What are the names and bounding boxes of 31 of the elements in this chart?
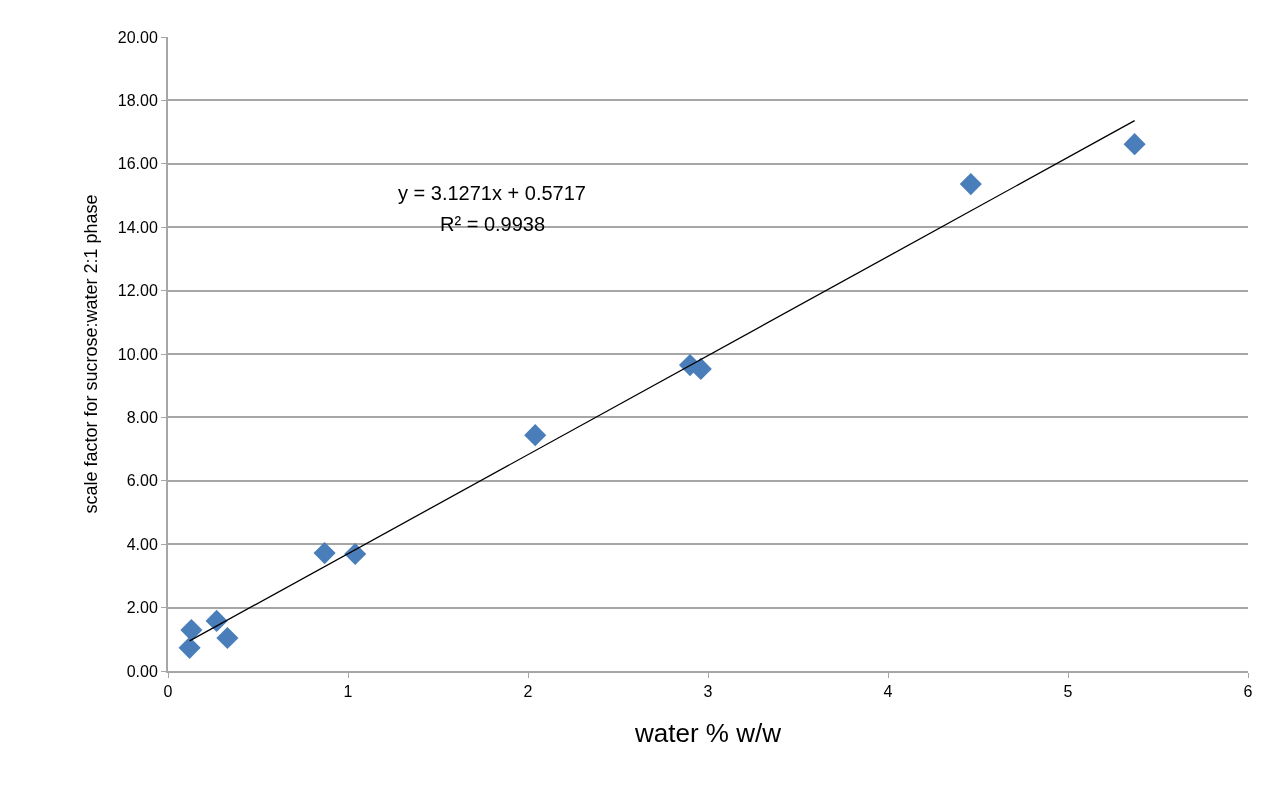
y-tick-label: 4.00 [126,535,158,553]
x-tick-label: 3 [703,683,713,701]
annotation: R² = 0.9938 [440,213,546,235]
point [313,542,336,565]
y-tick-label: 12.00 [117,282,158,300]
x-tick-label: 6 [1243,683,1253,701]
y-tick-label: 16.00 [117,155,158,173]
x-axis-title: water % w/w [634,718,782,749]
point [178,636,201,659]
y-tick-label: 14.00 [117,218,158,236]
x-tick-label: 4 [883,683,893,701]
point [1123,133,1146,156]
y-tick-label: 0.00 [126,662,158,680]
y-tick-label: 10.00 [117,345,158,363]
point [216,626,239,650]
point [205,609,228,632]
x-tick-label: 5 [1063,683,1073,701]
point [344,542,367,566]
x-tick-label: 0 [163,683,173,701]
y-tick-label: 20.00 [117,28,158,46]
point [524,424,547,447]
y-tick-label: 2.00 [126,599,158,617]
point [180,619,203,642]
x-tick-label: 2 [523,683,533,701]
y-tick-label: 18.00 [117,92,158,109]
y-tick-label: 6.00 [126,472,158,490]
point [959,173,982,196]
y-tick-label: 8.00 [126,409,158,426]
y-axis-title: scale factor for sucrose:water 2:1 phase [81,194,102,514]
x-tick-label: 1 [343,683,353,701]
annotation: y = 3.1271x + 0.5717 [398,182,586,204]
